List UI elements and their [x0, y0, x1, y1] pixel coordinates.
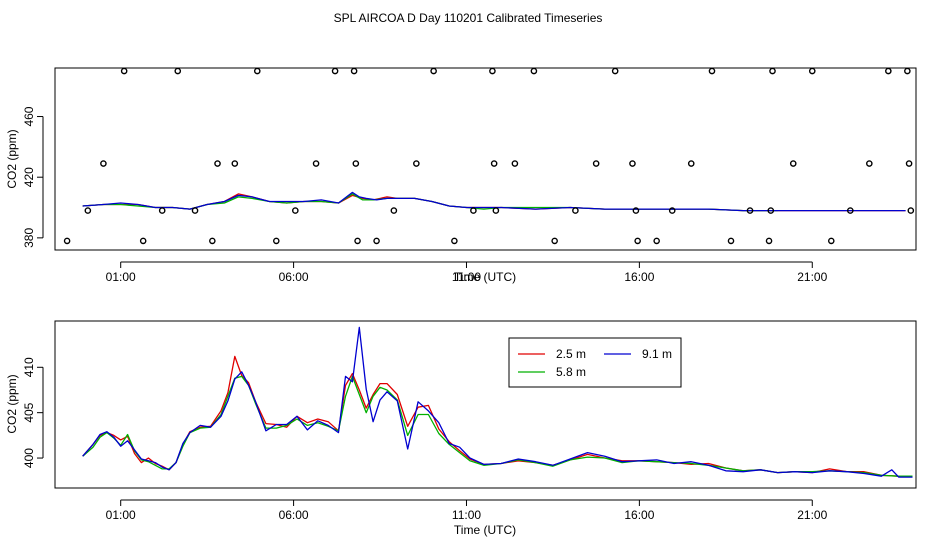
x-axis-label-bottom: Time (UTC) [454, 523, 516, 537]
calibration-point [668, 207, 676, 214]
calibration-point [572, 207, 579, 214]
calibration-point [634, 237, 641, 245]
calibration-point [907, 207, 915, 214]
calibration-point [470, 207, 477, 214]
legend: 2.5 m 9.1 m 5.8 m [508, 337, 682, 388]
legend-label-5-8m: 5.8 m [556, 365, 586, 379]
calibration-point [511, 160, 519, 167]
calibration-point [354, 237, 361, 245]
y-tick-label: 405 [22, 402, 36, 422]
chart-title: SPL AIRCOA D Day 110201 Calibrated Times… [334, 11, 603, 25]
calibration-point [139, 237, 147, 245]
plot-frame-bottom [54, 320, 917, 489]
calibration-point [352, 160, 360, 167]
calibration-point [390, 207, 398, 214]
calibration-point [231, 160, 239, 167]
calibration-point [904, 67, 911, 75]
calibration-point [489, 67, 496, 75]
calibration-point [808, 67, 816, 75]
calibration-point [174, 67, 182, 75]
calibration-point [490, 160, 498, 167]
x-tick-label: 16:00 [624, 508, 654, 522]
calibration-point [209, 237, 216, 245]
plot-frame-top [54, 67, 917, 251]
calibration-point [253, 67, 261, 75]
calibration-point [84, 207, 92, 214]
calibration-point [430, 67, 437, 75]
x-tick-label: 11:00 [452, 270, 481, 284]
calibration-point [769, 67, 776, 75]
x-tick-label: 21:00 [797, 508, 827, 522]
x-axis-label-top: Time (UTC) [454, 270, 516, 284]
series-line-9-1-m-top [82, 191, 906, 212]
x-tick-label: 21:00 [797, 270, 827, 284]
calibration-point [611, 67, 619, 75]
x-tick-label: 06:00 [279, 508, 309, 522]
x-tick-label: 01:00 [106, 508, 136, 522]
calibration-point [727, 237, 735, 245]
y-tick-label: 410 [22, 357, 36, 377]
calibration-point [492, 207, 500, 214]
series-line-9-1-m-bottom [82, 326, 913, 478]
calibration-point [312, 160, 320, 167]
calibration-point [100, 160, 107, 167]
calibration-point [451, 237, 458, 245]
calibration-point [746, 207, 754, 214]
calibration-point [885, 67, 892, 75]
x-tick-label: 01:00 [106, 270, 136, 284]
y-tick-label: 460 [22, 106, 36, 126]
calibration-point [629, 160, 636, 167]
y-axis-label-bottom: CO2 (ppm) [5, 374, 19, 433]
x-tick-label: 16:00 [624, 270, 654, 284]
calibration-point [120, 67, 128, 75]
calibration-point [413, 160, 420, 167]
x-tick-label: 11:00 [452, 508, 481, 522]
y-axis-label-top: CO2 (ppm) [5, 129, 19, 188]
calibration-point [63, 237, 71, 245]
legend-label-9-1m: 9.1 m [642, 347, 672, 361]
calibration-point [765, 237, 773, 245]
calibration-point [350, 67, 358, 75]
calibration-point [653, 237, 660, 245]
calibration-point [331, 67, 339, 75]
legend-box [508, 337, 682, 388]
calibration-point [273, 237, 280, 245]
panel-top: Time (UTC) CO2 (ppm) 01:00 06:00 11:00 16:0… [5, 67, 917, 284]
calibration-point [530, 67, 538, 75]
calibration-point [847, 207, 854, 214]
calibration-point [866, 160, 873, 167]
y-tick-label: 400 [22, 448, 36, 468]
calibration-point [592, 160, 600, 167]
legend-label-2-5m: 2.5 m [556, 347, 586, 361]
calibration-point [767, 207, 775, 214]
calibration-point [214, 160, 221, 167]
calibration-point [905, 160, 913, 167]
calibration-point [373, 237, 380, 245]
calibration-point [687, 160, 695, 167]
calibration-point [827, 237, 835, 245]
calibration-point [158, 207, 166, 214]
panel-bottom: Time (UTC) CO2 (ppm) 2.5 m 9.1 m 5.8 m 0… [5, 320, 917, 537]
calibration-point [551, 237, 558, 245]
calibration-point [632, 207, 640, 214]
y-tick-label: 420 [22, 167, 36, 187]
calibration-point [292, 207, 299, 214]
calibration-point [708, 67, 716, 75]
y-tick-label: 380 [22, 228, 36, 248]
calibration-point [789, 160, 797, 167]
calibration-point [191, 207, 199, 214]
x-tick-label: 06:00 [279, 270, 309, 284]
